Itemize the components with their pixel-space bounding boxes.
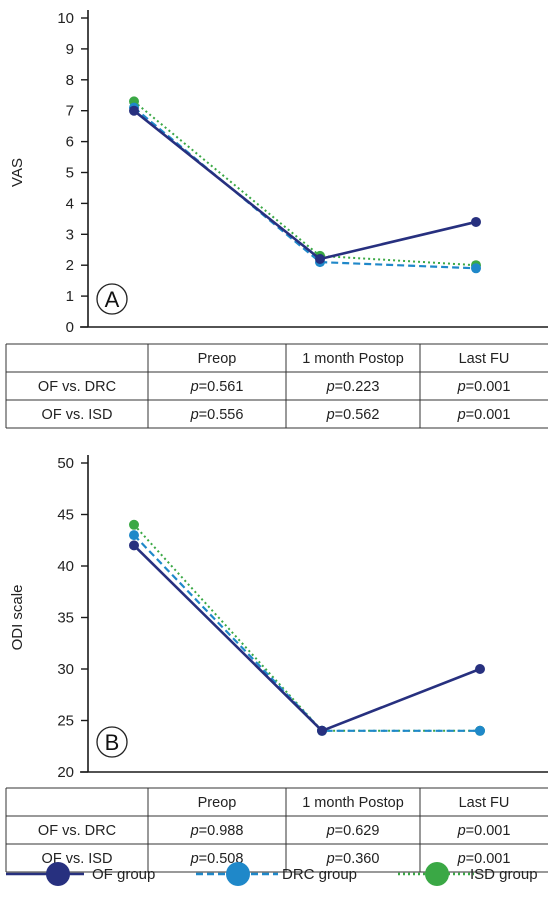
y-tick-label: 35: [57, 610, 74, 627]
data-point-drc: [471, 263, 481, 274]
y-tick-label: 30: [57, 661, 74, 678]
data-point-of: [471, 216, 481, 227]
y-axis-title: ODI scale: [9, 585, 26, 651]
y-tick-label: 45: [57, 507, 74, 524]
y-tick-label: 25: [57, 713, 74, 730]
stats-table-b: Preop 1 month Postop Last FU OF vs. DRC p=0.…: [5, 787, 548, 873]
series-line-of: [133, 109, 477, 261]
table-row-label: OF vs. DRC: [38, 379, 116, 395]
chart-panel-b: 20 25 30 35 40 45 50 ODI scale B: [9, 455, 548, 781]
data-point-drc: [129, 530, 139, 541]
stats-table-a: Preop 1 month Postop Last FU OF vs. DRC p=0.…: [5, 343, 548, 429]
table-header-cell: Preop: [198, 795, 237, 811]
data-point-of: [129, 540, 139, 551]
data-point-drc: [475, 725, 485, 736]
p-value-cell: p=0.988: [190, 823, 244, 839]
data-point-of: [317, 725, 327, 736]
series-line-drc: [133, 106, 477, 270]
y-tick-label: 0: [66, 319, 74, 336]
legend-label-isd: ISD group: [470, 866, 538, 883]
table-row-label: OF vs. DRC: [38, 823, 116, 839]
table-header-cell: 1 month Postop: [302, 351, 404, 367]
y-tick-label: 5: [66, 165, 74, 182]
panel-letter: B: [105, 730, 120, 755]
y-tick-label: 6: [66, 134, 74, 151]
p-value-cell: p=0.001: [457, 379, 511, 395]
legend: OF group DRC group ISD group: [6, 862, 538, 886]
p-value-cell: p=0.629: [326, 823, 380, 839]
y-tick-label: 8: [66, 72, 74, 89]
series-line-isd: [133, 100, 477, 267]
p-value-cell: p=0.508: [190, 851, 244, 867]
y-tick-label: 40: [57, 558, 74, 575]
y-tick-label: 2: [66, 257, 74, 274]
p-value-cell: p=0.001: [457, 407, 511, 423]
table-header-cell: Last FU: [459, 795, 510, 811]
legend-label-of: OF group: [92, 866, 155, 883]
table-header-cell: 1 month Postop: [302, 795, 404, 811]
p-value-cell: p=0.223: [326, 379, 380, 395]
p-value-cell: p=0.556: [190, 407, 244, 423]
y-tick-label: 7: [66, 103, 74, 120]
series-line-of: [133, 544, 481, 733]
y-tick-label: 3: [66, 226, 74, 243]
chart-panel-a: 0 1 2 3 4 5 6 7 8 9 10 VAS A: [9, 10, 548, 336]
y-tick-label: 4: [66, 195, 74, 212]
panel-letter-circle: [96, 283, 128, 315]
panel-letter-circle: [96, 726, 128, 758]
y-tick-label: 1: [66, 288, 74, 305]
p-value-cell: p=0.562: [326, 407, 380, 423]
data-point-of: [129, 105, 139, 116]
y-tick-label: 20: [57, 764, 74, 781]
p-value-cell: p=0.001: [457, 851, 511, 867]
y-axis-title: VAS: [9, 158, 26, 187]
p-value-cell: p=0.001: [457, 823, 511, 839]
legend-marker-of: [46, 862, 70, 886]
legend-marker-isd: [425, 862, 449, 886]
p-value-cell: p=0.561: [190, 379, 244, 395]
series-line-drc: [133, 534, 480, 732]
legend-label-drc: DRC group: [282, 866, 357, 883]
data-point-of: [315, 254, 325, 265]
y-tick-label: 50: [57, 455, 74, 472]
p-value-cell: p=0.360: [326, 851, 380, 867]
data-point-of: [475, 664, 485, 674]
legend-marker-drc: [226, 862, 250, 886]
panel-letter: A: [105, 287, 120, 312]
y-tick-label: 10: [57, 10, 74, 27]
table-header-cell: Preop: [198, 351, 237, 367]
data-point-isd: [129, 519, 139, 530]
table-header-cell: Last FU: [459, 351, 510, 367]
table-row-label: OF vs. ISD: [42, 407, 113, 423]
y-tick-label: 9: [66, 41, 74, 58]
series-line-isd: [133, 524, 480, 732]
